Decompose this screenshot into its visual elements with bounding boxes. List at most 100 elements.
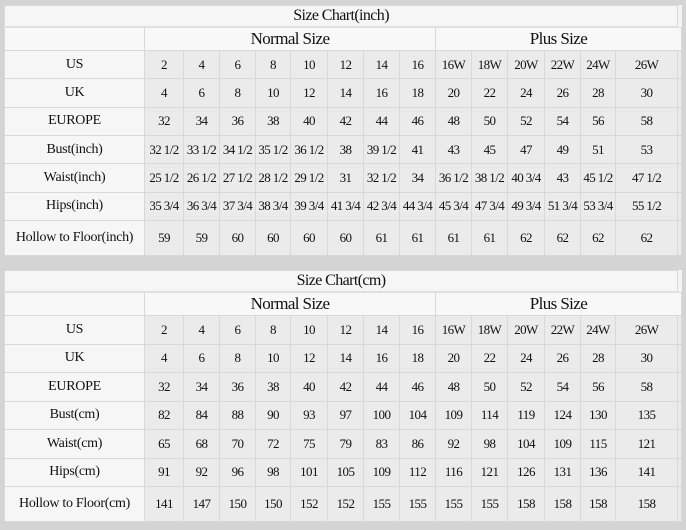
table-cell: 104 — [507, 429, 545, 459]
table-cell: 39 1/2 — [363, 134, 400, 165]
table-cell: 18 — [399, 343, 436, 373]
table-cell: 16 — [363, 78, 400, 108]
table-cell: 158 — [544, 486, 581, 522]
table-row: Hollow to Floor(inch) 59 59 60 60 60 60 61 61 61 6… — [4, 220, 682, 256]
table-cell: 155 — [471, 486, 508, 522]
table-cell: 32 — [144, 372, 184, 402]
table-row: Waist(inch) 25 1/2 26 1/2 27 1/2 28 1/2 29 1/… — [4, 163, 682, 193]
table-cell: 26 1/2 — [183, 163, 220, 193]
table-cell: 141 — [614, 457, 679, 487]
row-label: Bust(inch) — [4, 134, 145, 165]
table-cell: 46 — [399, 106, 436, 136]
table-cell: 32 1/2 — [144, 134, 184, 165]
table-cell: 45 — [471, 134, 508, 165]
table-cell: 6 — [183, 78, 220, 108]
empty-cell — [677, 134, 682, 165]
table-cell: 26W — [614, 315, 679, 345]
row-label: Hollow to Floor(cm) — [4, 486, 145, 522]
table-cell: 6 — [219, 49, 256, 80]
table-cell: 59 — [183, 220, 220, 256]
table-cell: 58 — [614, 372, 679, 402]
table-cell: 47 3/4 — [471, 191, 508, 222]
table-cell: 150 — [255, 486, 291, 522]
table-cell: 96 — [219, 457, 256, 487]
size-chart-cm-table: Size Chart(cm) Normal Size Plus Size US 2 4 6 8… — [3, 270, 682, 522]
table-cell: 97 — [327, 400, 364, 430]
row-label: Bust(cm) — [4, 400, 145, 430]
table-cell: 16 — [363, 343, 400, 373]
table-cell: 109 — [544, 429, 581, 459]
table-cell: 38 — [327, 134, 364, 165]
table-cell: 60 — [290, 220, 328, 256]
table-cell: 92 — [435, 429, 472, 459]
table-cell: 26 — [544, 78, 581, 108]
table-cell: 44 — [363, 106, 400, 136]
table-cell: 116 — [435, 457, 472, 487]
table-cell: 34 — [183, 372, 220, 402]
table-cell: 70 — [219, 429, 256, 459]
table-cell: 28 — [580, 78, 616, 108]
table-cell: 10 — [255, 343, 291, 373]
table-cell: 38 1/2 — [471, 163, 508, 193]
table-title: Size Chart(inch) — [3, 5, 679, 28]
table-cell: 105 — [327, 457, 364, 487]
empty-cell — [677, 220, 682, 256]
table-cell: 155 — [363, 486, 400, 522]
table-cell: 131 — [544, 457, 581, 487]
table-cell: 90 — [255, 400, 291, 430]
table-row: Hollow to Floor(cm) 141 147 150 150 152 152 155… — [4, 486, 682, 522]
row-label: EUROPE — [4, 372, 145, 402]
table-cell: 38 3/4 — [255, 191, 291, 222]
row-label: UK — [4, 78, 145, 108]
table-cell: 45 1/2 — [580, 163, 616, 193]
table-cell: 40 — [290, 106, 328, 136]
table-row: Hips(inch) 35 3/4 36 3/4 37 3/4 38 3/4 39 3/4… — [4, 191, 682, 222]
table-row: Bust(inch) 32 1/2 33 1/2 34 1/2 35 1/2 36 1/2… — [4, 134, 682, 165]
table-cell: 10 — [290, 315, 328, 345]
table-cell: 18 — [399, 78, 436, 108]
table-cell: 39 3/4 — [290, 191, 328, 222]
table-cell: 37 3/4 — [219, 191, 256, 222]
table-cell: 36 — [219, 106, 256, 136]
row-label: Waist(cm) — [4, 429, 145, 459]
row-label: US — [4, 315, 145, 345]
table-cell: 44 3/4 — [399, 191, 436, 222]
empty-header-cell — [4, 291, 145, 316]
table-row: EUROPE 32 34 36 38 40 42 44 46 48 50 52 54 56 58 — [4, 106, 682, 136]
table-cell: 86 — [399, 429, 436, 459]
row-label: Waist(inch) — [4, 163, 145, 193]
table-cell: 61 — [399, 220, 436, 256]
table-cell: 115 — [580, 429, 616, 459]
row-label: US — [4, 49, 145, 80]
table-cell: 43 — [435, 134, 472, 165]
table-row: Waist(cm) 65 68 70 72 75 79 83 86 92 98 104 109 115 12… — [4, 429, 682, 459]
table-row: UK 4 6 8 10 12 14 16 18 20 22 24 26 28 30 — [4, 343, 682, 373]
table-cell: 14 — [327, 343, 364, 373]
table-cell: 41 — [399, 134, 436, 165]
table-cell: 22 — [471, 343, 508, 373]
table-cell: 12 — [290, 343, 328, 373]
table-cell: 65 — [144, 429, 184, 459]
group-header-plus: Plus Size — [435, 291, 682, 316]
table-cell: 61 — [435, 220, 472, 256]
table-cell: 136 — [580, 457, 616, 487]
empty-cell — [677, 400, 682, 430]
table-cell: 98 — [471, 429, 508, 459]
table-cell: 58 — [614, 106, 679, 136]
table-cell: 16W — [435, 49, 472, 80]
table-cell: 75 — [290, 429, 328, 459]
table-cell: 14 — [327, 78, 364, 108]
table-cell: 8 — [219, 343, 256, 373]
table-cell: 135 — [614, 400, 679, 430]
table-cell: 109 — [363, 457, 400, 487]
table-cell: 26W — [614, 49, 679, 80]
table-cell: 4 — [144, 343, 184, 373]
group-header-plus: Plus Size — [435, 26, 682, 51]
table-cell: 2 — [144, 49, 184, 80]
empty-cell — [677, 163, 682, 193]
title-row: Size Chart(cm) — [3, 270, 682, 293]
table-cell: 48 — [435, 106, 472, 136]
table-cell: 34 1/2 — [219, 134, 256, 165]
table-cell: 12 — [290, 78, 328, 108]
table-cell: 28 — [580, 343, 616, 373]
